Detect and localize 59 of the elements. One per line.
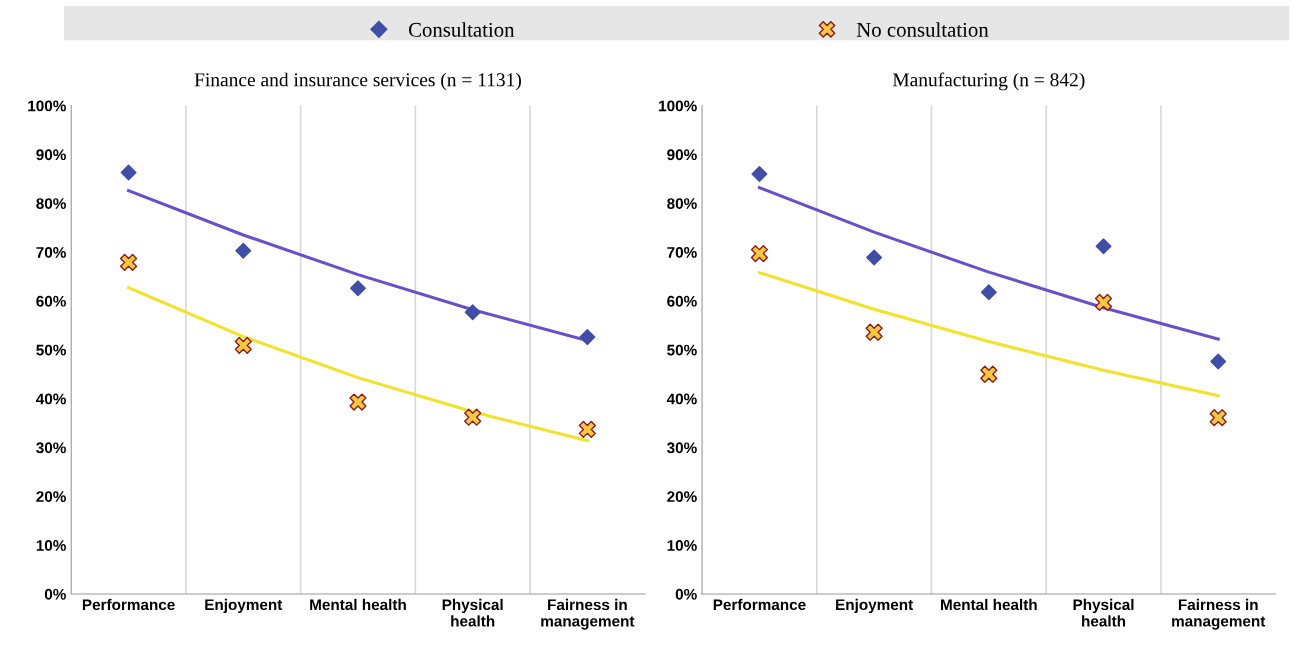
y-tick-label: 10% xyxy=(36,540,66,551)
y-tick-label: 100% xyxy=(28,100,66,112)
x-tick-label: Physical health xyxy=(442,598,503,627)
line-series xyxy=(757,186,1220,341)
point xyxy=(235,242,252,259)
point xyxy=(349,280,366,297)
y-tick-label: 90% xyxy=(667,149,697,161)
legend-label: Consultation xyxy=(408,22,515,37)
y-tick-label: 40% xyxy=(36,393,66,405)
line-series xyxy=(127,286,589,443)
point xyxy=(1094,293,1113,312)
point xyxy=(865,323,883,341)
x-tick-label: Physical health xyxy=(1073,598,1134,627)
point xyxy=(1209,409,1227,427)
y-tick-label: 20% xyxy=(667,491,697,503)
point xyxy=(464,304,481,321)
point xyxy=(750,244,769,263)
x-tick-label: Enjoyment xyxy=(836,598,913,614)
chart-title: Finance and insurance services (n = 1131) xyxy=(194,72,521,91)
y-tick-label: 60% xyxy=(36,295,66,307)
point xyxy=(120,164,137,181)
x-tick-label: Performance xyxy=(82,598,175,611)
point xyxy=(866,249,883,266)
y-tick-label: 40% xyxy=(666,393,697,405)
y-tick-label: 60% xyxy=(667,295,697,307)
x-tick-label: Fairness in management xyxy=(541,598,635,630)
y-tick-label: 0% xyxy=(675,588,697,600)
y-tick-label: 50% xyxy=(667,344,697,356)
point xyxy=(751,165,768,182)
line-series xyxy=(757,271,1220,398)
y-tick-label: 80% xyxy=(667,198,697,209)
chart-title: Manufacturing (n = 842) xyxy=(892,72,1085,91)
y-tick-label: 20% xyxy=(36,491,66,503)
y-tick-label: 90% xyxy=(36,149,66,161)
x-tick-label: Mental health xyxy=(941,598,1037,611)
point xyxy=(579,329,596,346)
point xyxy=(234,336,252,355)
point xyxy=(119,253,138,271)
y-tick-label: 0% xyxy=(44,588,66,600)
y-tick-label: 50% xyxy=(36,344,66,356)
point xyxy=(578,420,596,439)
y-tick-label: 70% xyxy=(667,246,697,258)
y-tick-label: 30% xyxy=(666,442,697,454)
point xyxy=(1095,238,1112,255)
point xyxy=(1210,353,1227,370)
y-tick-label: 100% xyxy=(659,100,697,112)
y-tick-label: 30% xyxy=(36,442,66,454)
point xyxy=(464,408,482,426)
x-tick-label: Mental health xyxy=(310,598,406,611)
point xyxy=(980,284,997,301)
point xyxy=(349,393,367,411)
legend-label: No consultation xyxy=(856,22,989,37)
x-tick-label: Fairness in management xyxy=(1172,598,1266,630)
point xyxy=(980,365,998,383)
y-tick-label: 10% xyxy=(667,540,697,551)
x-tick-label: Performance xyxy=(713,598,806,611)
y-tick-label: 80% xyxy=(36,198,66,209)
x-tick-label: Enjoyment xyxy=(205,598,283,614)
y-tick-label: 70% xyxy=(36,246,66,258)
